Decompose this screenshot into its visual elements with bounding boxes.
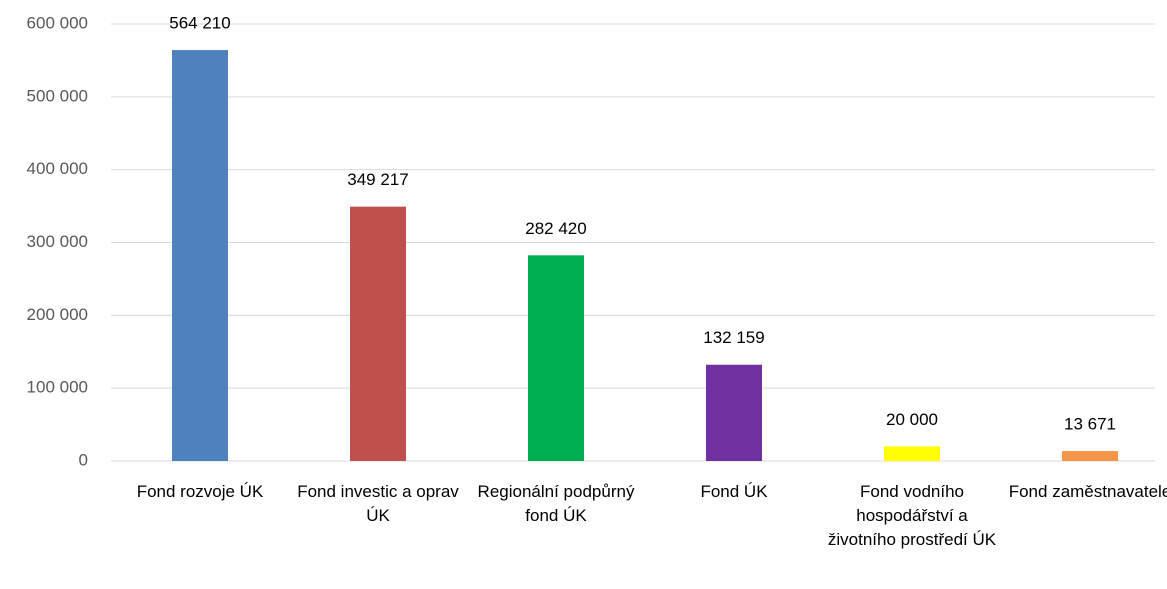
x-tick-label: Fond investic a oprav ÚK — [297, 482, 459, 525]
y-tick-label: 100 000 — [27, 378, 88, 397]
data-label: 564 210 — [169, 14, 230, 33]
y-tick-label: 200 000 — [27, 305, 88, 324]
data-label: 132 159 — [703, 328, 764, 347]
bar — [706, 364, 762, 461]
bar — [1062, 451, 1118, 461]
bar — [528, 255, 584, 461]
y-tick-label: 0 — [79, 450, 88, 469]
x-tick-label: Fond ÚK — [700, 482, 768, 501]
bar — [884, 446, 940, 461]
data-label: 349 217 — [347, 170, 408, 189]
x-tick-label: Fond vodního hospodářství a životního pr… — [827, 482, 997, 549]
x-tick-label: Fond zaměstnavatele — [1008, 482, 1167, 501]
data-label: 282 420 — [525, 219, 586, 238]
y-tick-label: 500 000 — [27, 86, 88, 105]
bar — [350, 206, 406, 461]
y-tick-label: 300 000 — [27, 232, 88, 251]
bar — [172, 50, 228, 462]
x-tick-label: Fond rozvoje ÚK — [136, 482, 264, 501]
y-tick-label: 600 000 — [27, 13, 88, 32]
data-label: 13 671 — [1064, 415, 1116, 434]
y-tick-label: 400 000 — [27, 159, 88, 178]
data-label: 20 000 — [886, 410, 938, 429]
x-tick-label: Regionální podpůrný fond ÚK — [477, 482, 635, 525]
